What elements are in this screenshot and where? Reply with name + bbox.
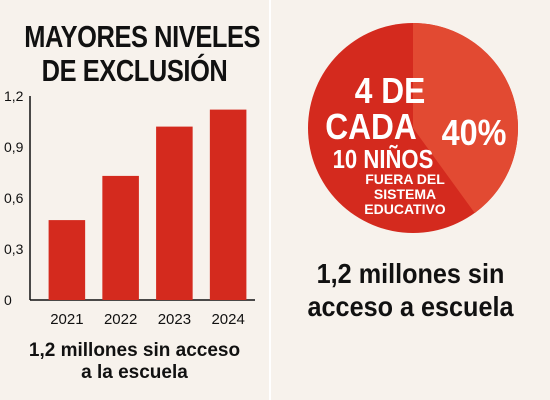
- y-tick-label: 0,6: [4, 190, 24, 206]
- bar-2023: [156, 126, 193, 300]
- pie-text-line-5: SISTEMA: [373, 186, 437, 202]
- y-tick-label: 1,2: [4, 88, 24, 104]
- y-tick-label: 0: [4, 292, 12, 308]
- bar-2022: [102, 175, 139, 300]
- y-tick-label: 0,3: [4, 241, 24, 257]
- right-caption-line-1: 1,2 millones sin: [316, 258, 505, 289]
- bar-2024: [209, 109, 247, 300]
- x-tick-label: 2021: [50, 311, 83, 328]
- pie-text-line-3: 10 NIÑOS: [332, 144, 434, 174]
- x-tick-label: 2024: [211, 311, 244, 328]
- pie-chart: [308, 23, 519, 233]
- pie-text-line-2: CADA: [325, 106, 417, 147]
- pie-text-line-1: 4 DE: [354, 70, 426, 111]
- panel-divider: [269, 0, 271, 400]
- pie-percent-label: 40%: [441, 112, 507, 153]
- pie-text-line-6: EDUCATIVO: [364, 201, 446, 217]
- x-tick-label: 2023: [158, 311, 191, 328]
- pie-text-line-4: FUERA DEL: [365, 171, 445, 187]
- pie-slice-40: [413, 23, 519, 213]
- y-tick-label: 0,9: [4, 139, 24, 155]
- chart-title-line-2: DE EXCLUSIÓN: [41, 53, 228, 88]
- bar-chart: 0 0,3 0,6 0,9 1,2 2021 2022 2023 2024: [4, 88, 255, 328]
- left-caption-line-2: a la escuela: [81, 362, 188, 383]
- left-caption-line-1: 1,2 millones sin acceso: [28, 340, 241, 361]
- x-tick-label: 2022: [104, 311, 137, 328]
- chart-title-line-1: MAYORES NIVELES: [24, 19, 261, 54]
- bar-2021: [48, 220, 86, 300]
- right-caption-line-2: acceso a escuela: [307, 291, 514, 322]
